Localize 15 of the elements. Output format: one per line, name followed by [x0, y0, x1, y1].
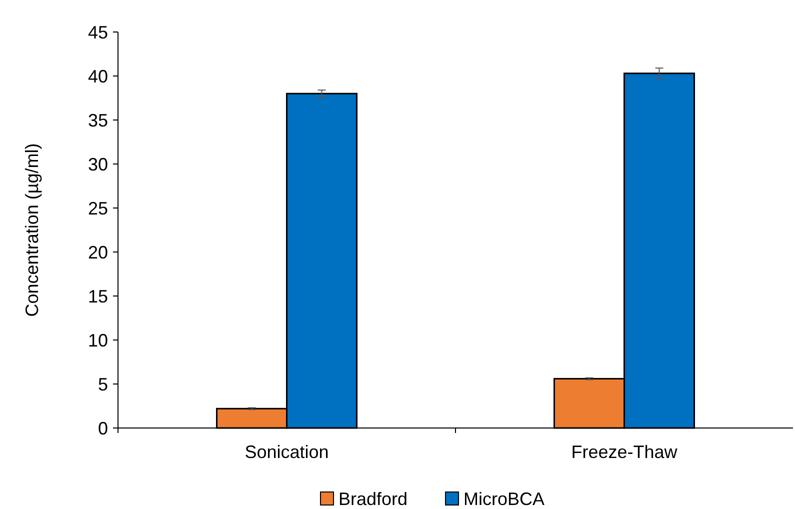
- y-tick-label: 5: [98, 374, 108, 394]
- y-tick-label: 35: [88, 110, 108, 130]
- x-tick-label: Sonication: [244, 442, 329, 462]
- y-tick-label: 0: [98, 418, 108, 438]
- legend-label: MicroBCA: [464, 489, 545, 509]
- legend-label: Bradford: [338, 489, 408, 509]
- y-tick-label: 30: [88, 154, 108, 174]
- x-tick-label: Freeze-Thaw: [571, 442, 678, 462]
- y-tick-label: 15: [88, 286, 108, 306]
- y-axis-title: Concentration (µg/ml): [22, 143, 42, 317]
- y-tick-label: 20: [88, 242, 108, 262]
- y-tick-label: 10: [88, 330, 108, 350]
- y-tick-label: 25: [88, 198, 108, 218]
- y-tick-label: 45: [88, 22, 108, 42]
- y-tick-label: 40: [88, 66, 108, 86]
